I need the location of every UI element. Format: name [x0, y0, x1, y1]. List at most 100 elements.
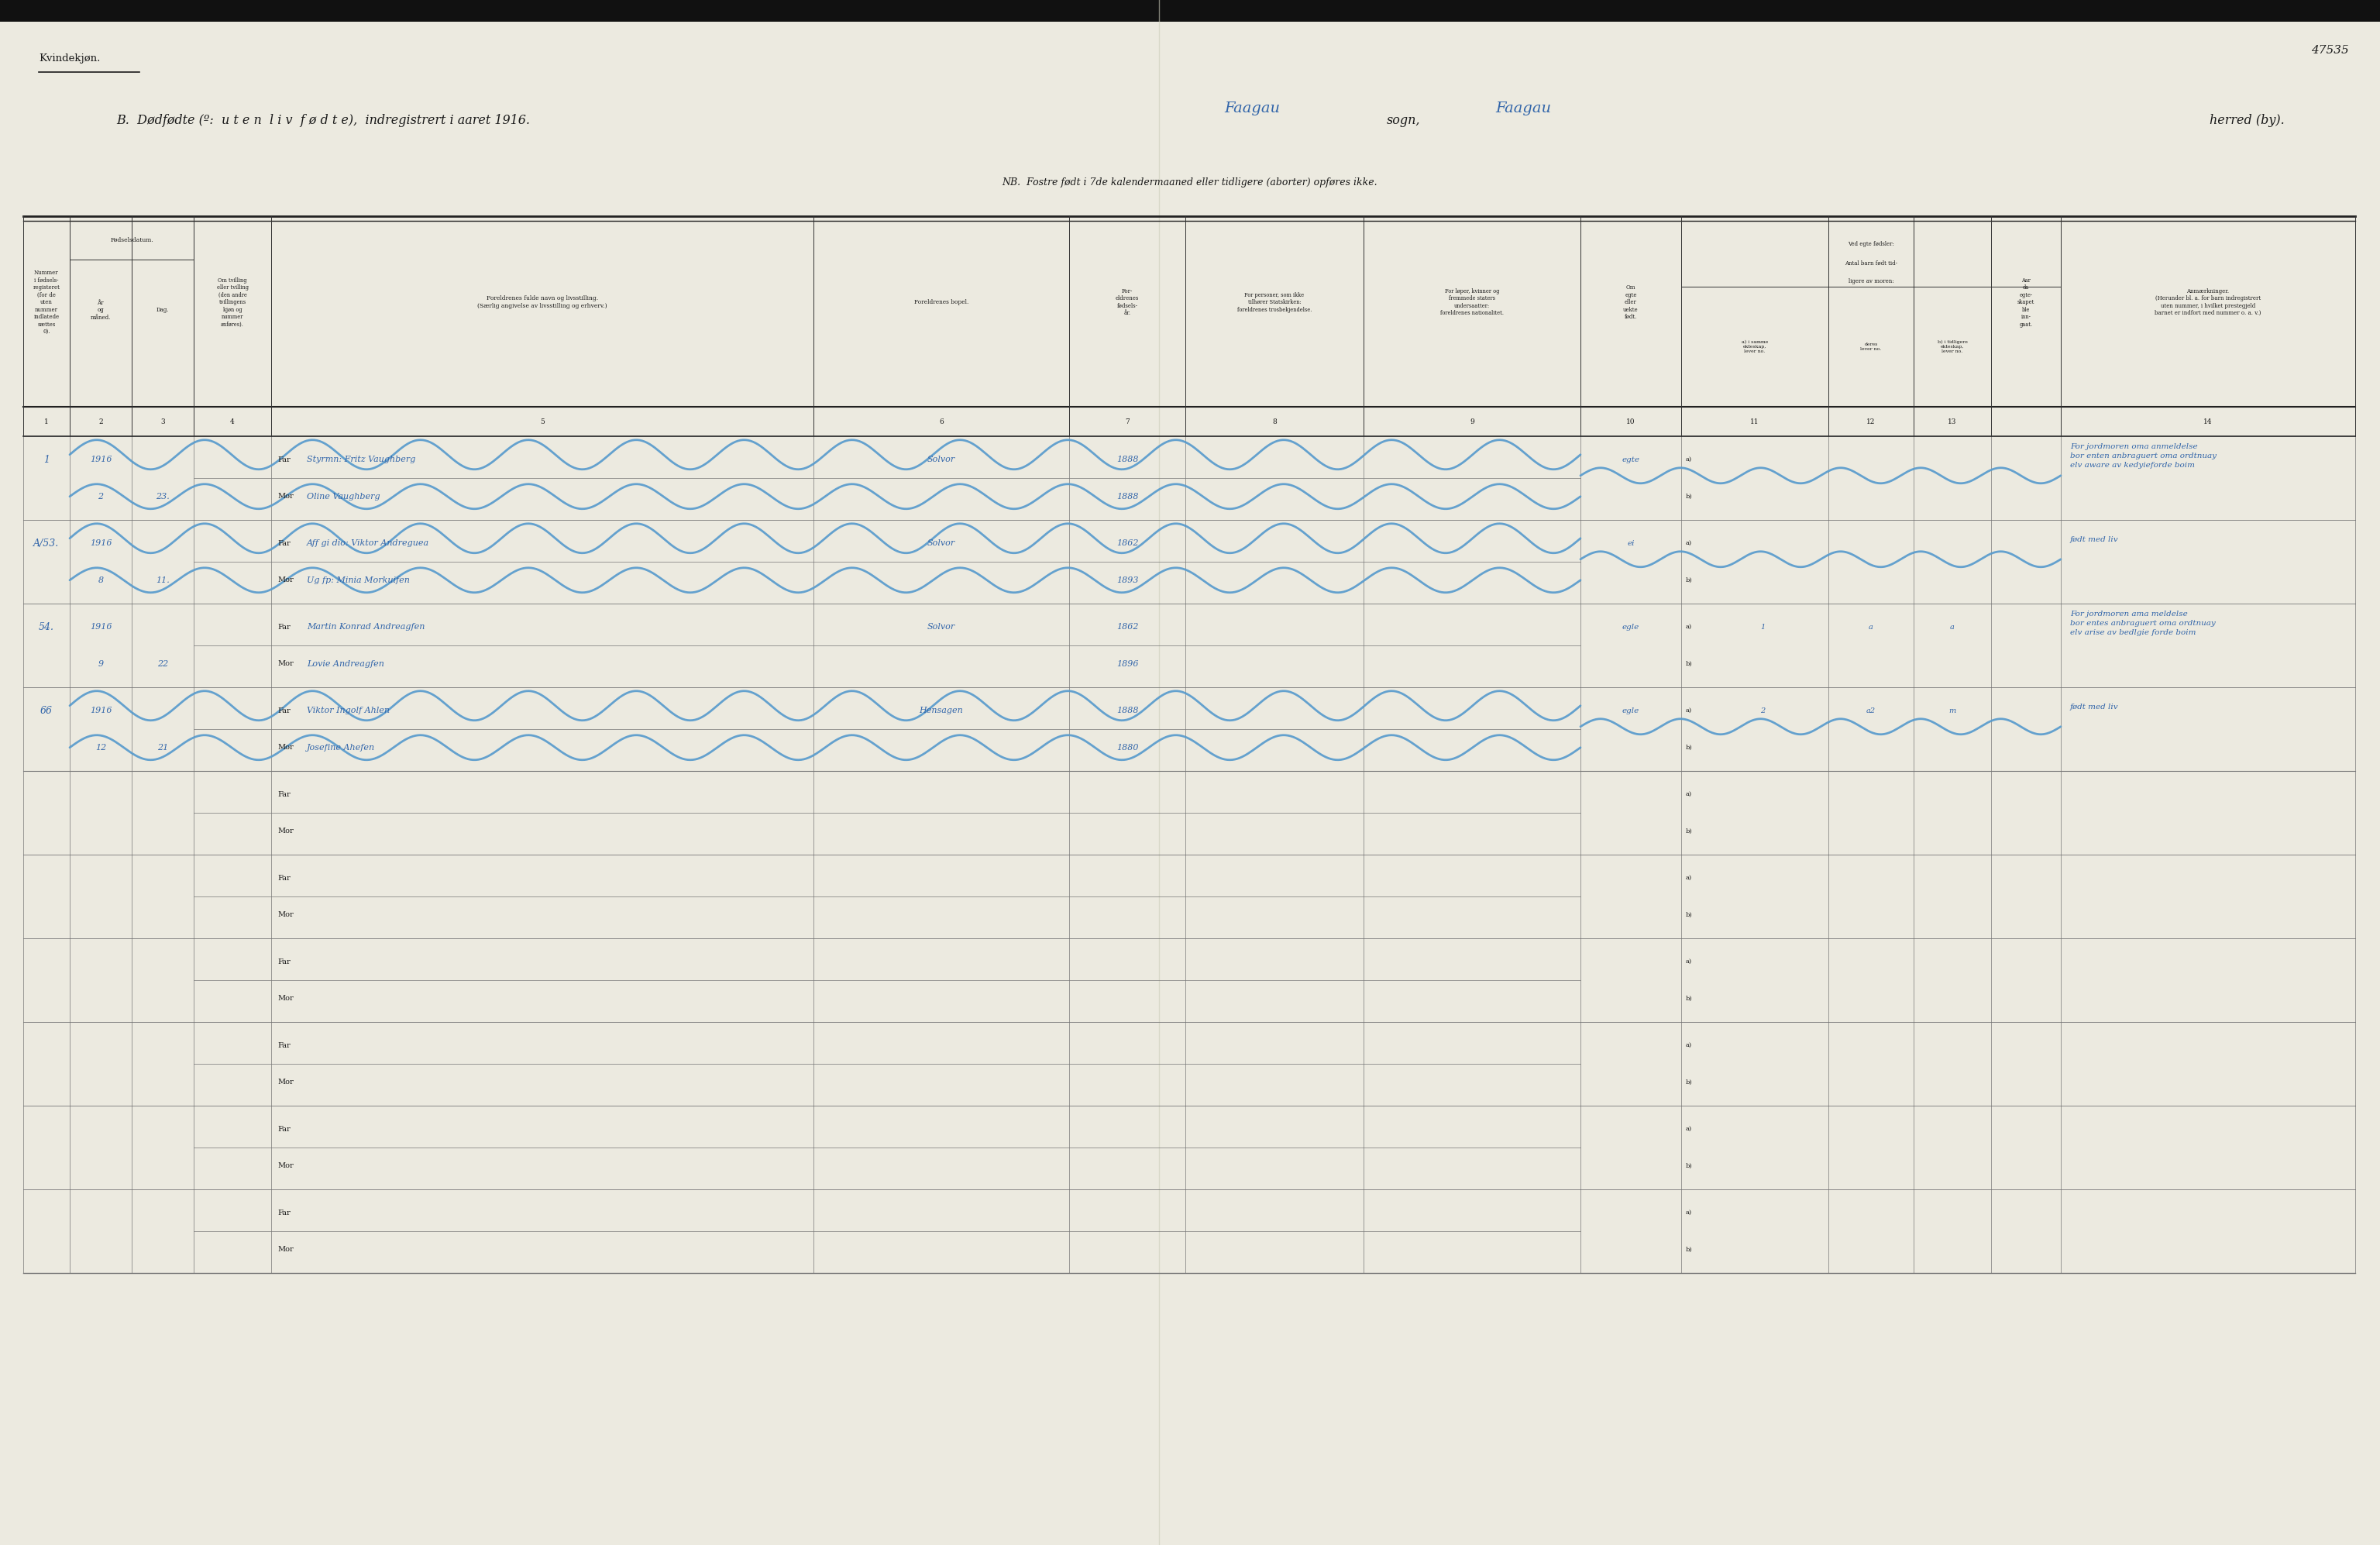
- Text: a): a): [1685, 874, 1692, 881]
- Text: Mor: Mor: [278, 995, 293, 1003]
- Text: a): a): [1685, 541, 1692, 547]
- Text: Dag.: Dag.: [157, 307, 169, 314]
- Text: Mor: Mor: [278, 828, 293, 834]
- Text: 1888: 1888: [1116, 706, 1138, 715]
- Text: Solvor: Solvor: [928, 539, 954, 547]
- Text: For-
eldrenes
fødsels-
år.: For- eldrenes fødsels- år.: [1116, 287, 1140, 317]
- Text: Mor: Mor: [278, 1162, 293, 1170]
- Text: a2: a2: [1866, 708, 1875, 714]
- Text: Hensagen: Hensagen: [919, 706, 964, 715]
- Text: Styrmn: Fritz Vaughberg: Styrmn: Fritz Vaughberg: [307, 456, 416, 464]
- Text: Mor: Mor: [278, 912, 293, 918]
- Text: 13: 13: [1947, 419, 1956, 425]
- Text: 22: 22: [157, 660, 169, 667]
- Text: a): a): [1685, 1126, 1692, 1132]
- Text: 2: 2: [98, 419, 102, 425]
- Text: a): a): [1685, 457, 1692, 463]
- Text: A/53.: A/53.: [33, 538, 60, 548]
- Text: For jordmoren ama meldelse
bor entes anbraguert oma ordtnuay
elv arise av bedlgi: For jordmoren ama meldelse bor entes anb…: [2071, 610, 2216, 637]
- Text: ei: ei: [1628, 539, 1635, 547]
- Text: a: a: [1868, 624, 1873, 630]
- Text: egte: egte: [1621, 456, 1640, 464]
- Text: 5: 5: [540, 419, 545, 425]
- Text: b): b): [1685, 1078, 1692, 1085]
- Text: 1862: 1862: [1116, 623, 1138, 630]
- Text: b): b): [1685, 828, 1692, 834]
- Text: Aff gi dio: Viktor Andreguea: Aff gi dio: Viktor Andreguea: [307, 539, 428, 547]
- Text: Faagau: Faagau: [1223, 102, 1280, 116]
- Text: 1880: 1880: [1116, 743, 1138, 751]
- Text: Solvor: Solvor: [928, 623, 954, 630]
- Text: 1916: 1916: [90, 456, 112, 464]
- Text: a): a): [1685, 958, 1692, 964]
- Text: Antal barn født tid-: Antal barn født tid-: [1845, 261, 1897, 267]
- Text: 23.: 23.: [155, 493, 169, 501]
- Text: 66: 66: [40, 706, 52, 715]
- Text: For løper, kvinner og
fremmede staters
undersaatter:
foreldrenes nationalitet.: For løper, kvinner og fremmede staters u…: [1440, 287, 1504, 317]
- Text: Nummer
i fødsels-
registeret
(for de
uten
nummer
indlatede
sættes
0).: Nummer i fødsels- registeret (for de ute…: [33, 270, 60, 335]
- Text: a: a: [1949, 624, 1954, 630]
- Text: Oline Vaughberg: Oline Vaughberg: [307, 493, 381, 501]
- Text: b): b): [1685, 1247, 1692, 1253]
- Text: Om
egte
eller
uekte
født.: Om egte eller uekte født.: [1623, 284, 1637, 320]
- Text: Mor: Mor: [278, 745, 293, 751]
- Text: Om tvilling
eller tvilling
(den andre
tvillingens
kjøn og
nummer
anføres).: Om tvilling eller tvilling (den andre tv…: [217, 277, 248, 328]
- Text: 1893: 1893: [1116, 576, 1138, 584]
- Text: b): b): [1685, 745, 1692, 751]
- Text: 11.: 11.: [155, 576, 169, 584]
- Text: født med liv: født med liv: [2071, 703, 2118, 711]
- Text: Far: Far: [278, 874, 290, 882]
- Text: Viktor Ingolf Ahlen: Viktor Ingolf Ahlen: [307, 706, 390, 715]
- Text: For personer, som ikke
tilhører Statskirken:
foreldrenes trosbekjendelse.: For personer, som ikke tilhører Statskir…: [1238, 292, 1311, 312]
- Text: 47535: 47535: [2311, 45, 2349, 56]
- Bar: [0, 0, 2380, 22]
- Text: År
og
måned.: År og måned.: [90, 300, 112, 320]
- Text: Far: Far: [278, 456, 290, 464]
- Text: 8: 8: [98, 576, 102, 584]
- Text: a): a): [1685, 1210, 1692, 1216]
- Text: b): b): [1685, 493, 1692, 499]
- Text: født med liv: født med liv: [2071, 536, 2118, 542]
- Text: Far: Far: [278, 791, 290, 797]
- Text: 14: 14: [2204, 419, 2213, 425]
- Text: Faagau: Faagau: [1495, 102, 1552, 116]
- Text: ligere av moren:: ligere av moren:: [1849, 278, 1894, 284]
- Text: Mor: Mor: [278, 1247, 293, 1253]
- Text: 3: 3: [159, 419, 164, 425]
- Text: For jordmoren oma anmeldelse
bor enten anbraguert oma ordtnuay
elv aware av kedy: For jordmoren oma anmeldelse bor enten a…: [2071, 443, 2216, 468]
- Text: 1888: 1888: [1116, 493, 1138, 501]
- Text: NB.  Fostre født i 7de kalendermaaned eller tidligere (aborter) opføres ikke.: NB. Fostre født i 7de kalendermaaned ell…: [1002, 178, 1378, 187]
- Text: egle: egle: [1623, 708, 1640, 714]
- Text: 1916: 1916: [90, 539, 112, 547]
- Text: egle: egle: [1623, 624, 1640, 630]
- Text: 12: 12: [1866, 419, 1875, 425]
- Text: herred (by).: herred (by).: [2209, 113, 2285, 127]
- Text: Lovie Andreagfen: Lovie Andreagfen: [307, 660, 383, 667]
- Text: 1916: 1916: [90, 706, 112, 715]
- Text: Foreldrenes fulde navn og livsstilling.
(Særlig angivelse av livsstilling og erh: Foreldrenes fulde navn og livsstilling. …: [478, 295, 607, 309]
- Text: Far: Far: [278, 1126, 290, 1132]
- Text: 6: 6: [940, 419, 942, 425]
- Text: b): b): [1685, 912, 1692, 918]
- Text: Fødselsdatum.: Fødselsdatum.: [109, 236, 152, 243]
- Text: Mor: Mor: [278, 660, 293, 667]
- Text: Far: Far: [278, 624, 290, 630]
- Text: Far: Far: [278, 1210, 290, 1216]
- Text: 12: 12: [95, 743, 107, 751]
- Text: 1896: 1896: [1116, 660, 1138, 667]
- Text: Mor: Mor: [278, 1078, 293, 1086]
- Text: 1: 1: [1761, 624, 1766, 630]
- Text: Far: Far: [278, 958, 290, 966]
- Text: Kvindekjøn.: Kvindekjøn.: [38, 53, 100, 63]
- Text: 1888: 1888: [1116, 456, 1138, 464]
- Text: 54.: 54.: [38, 623, 55, 632]
- Text: b): b): [1685, 661, 1692, 667]
- Text: Ved egte fødsler:: Ved egte fødsler:: [1847, 241, 1894, 247]
- Text: 9: 9: [98, 660, 102, 667]
- Text: Foreldrenes bopel.: Foreldrenes bopel.: [914, 300, 969, 306]
- Text: Solvor: Solvor: [928, 456, 954, 464]
- Text: 4: 4: [231, 419, 236, 425]
- Text: b) i tidligere
ekteskap,
lever no.: b) i tidligere ekteskap, lever no.: [1937, 340, 1968, 354]
- Text: Far: Far: [278, 708, 290, 714]
- Text: 1: 1: [45, 419, 48, 425]
